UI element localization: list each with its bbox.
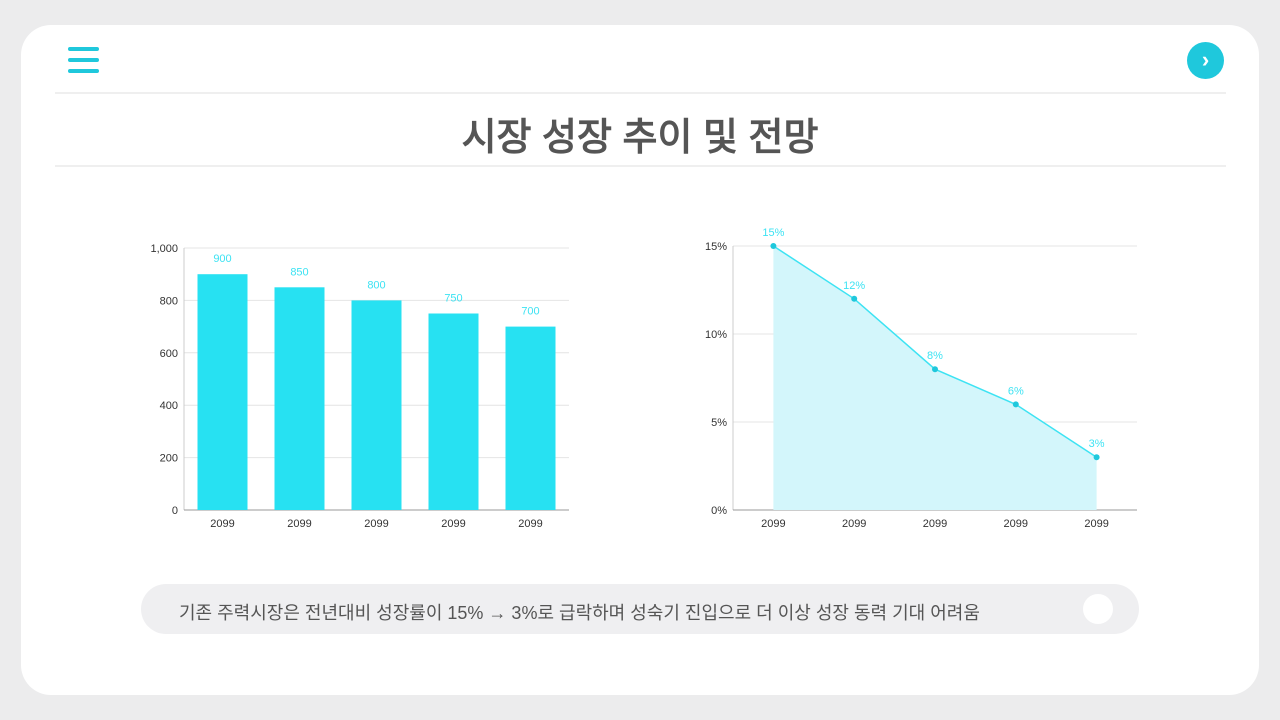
- bar-x-tick-label: 2099: [210, 518, 234, 530]
- summary-note: 기존 주력시장은 전년대비 성장률이 15% → 3%로 급락하며 성숙기 진입…: [141, 584, 1139, 634]
- bar-x-tick-label: 2099: [441, 518, 465, 530]
- bar: [505, 326, 556, 510]
- hamburger-icon[interactable]: [68, 47, 99, 73]
- line-x-tick-label: 2099: [1004, 518, 1028, 530]
- bar-x-tick-label: 2099: [364, 518, 388, 530]
- summary-text: 기존 주력시장은 전년대비 성장률이 15% → 3%로 급락하며 성숙기 진입…: [179, 603, 980, 623]
- divider: [55, 165, 1226, 167]
- data-point: [851, 295, 858, 302]
- bar-chart-ytick-label: 400: [160, 400, 178, 412]
- bar-data-label: 750: [444, 293, 462, 305]
- line-data-label: 8%: [927, 350, 943, 362]
- line-data-label: 6%: [1008, 385, 1024, 397]
- line-chart-ytick-label: 5%: [711, 417, 727, 429]
- bar-data-label: 900: [213, 253, 231, 265]
- line-data-label: 3%: [1089, 438, 1105, 450]
- bar-data-label: 800: [367, 279, 385, 291]
- toggle-dot[interactable]: [1083, 594, 1113, 624]
- chevron-right-icon[interactable]: ›: [1187, 42, 1224, 79]
- bar-x-tick-label: 2099: [518, 518, 542, 530]
- line-x-tick-label: 2099: [1084, 518, 1108, 530]
- bar: [197, 274, 248, 510]
- data-point: [1093, 454, 1100, 461]
- bar-data-label: 850: [290, 266, 308, 278]
- bar-chart-ytick-label: 1,000: [150, 243, 178, 255]
- bar: [274, 287, 325, 510]
- line-chart-ytick-label: 0%: [711, 505, 727, 517]
- bar: [428, 313, 479, 510]
- bar: [351, 300, 402, 510]
- line-x-tick-label: 2099: [761, 518, 785, 530]
- area-fill: [773, 246, 1097, 510]
- data-point: [770, 243, 777, 249]
- data-point: [1012, 401, 1019, 408]
- bar-chart-ytick-label: 0: [172, 505, 178, 517]
- bar-chart-ytick-label: 200: [160, 453, 178, 465]
- data-point: [932, 366, 938, 373]
- line-x-tick-label: 2099: [923, 518, 947, 530]
- bar-chart-ytick-label: 800: [160, 295, 178, 307]
- line-x-tick-label: 2099: [842, 518, 866, 530]
- bar-chart-ytick-label: 600: [160, 348, 178, 360]
- line-data-label: 15%: [762, 227, 784, 239]
- divider: [55, 92, 1226, 94]
- page-title: 시장 성장 추이 및 전망: [461, 117, 819, 159]
- bar-x-tick-label: 2099: [287, 518, 311, 530]
- line-data-label: 12%: [843, 280, 865, 292]
- line-chart-ytick-label: 10%: [705, 329, 727, 341]
- bar-data-label: 700: [521, 306, 539, 318]
- line-chart-ytick-label: 15%: [705, 241, 727, 253]
